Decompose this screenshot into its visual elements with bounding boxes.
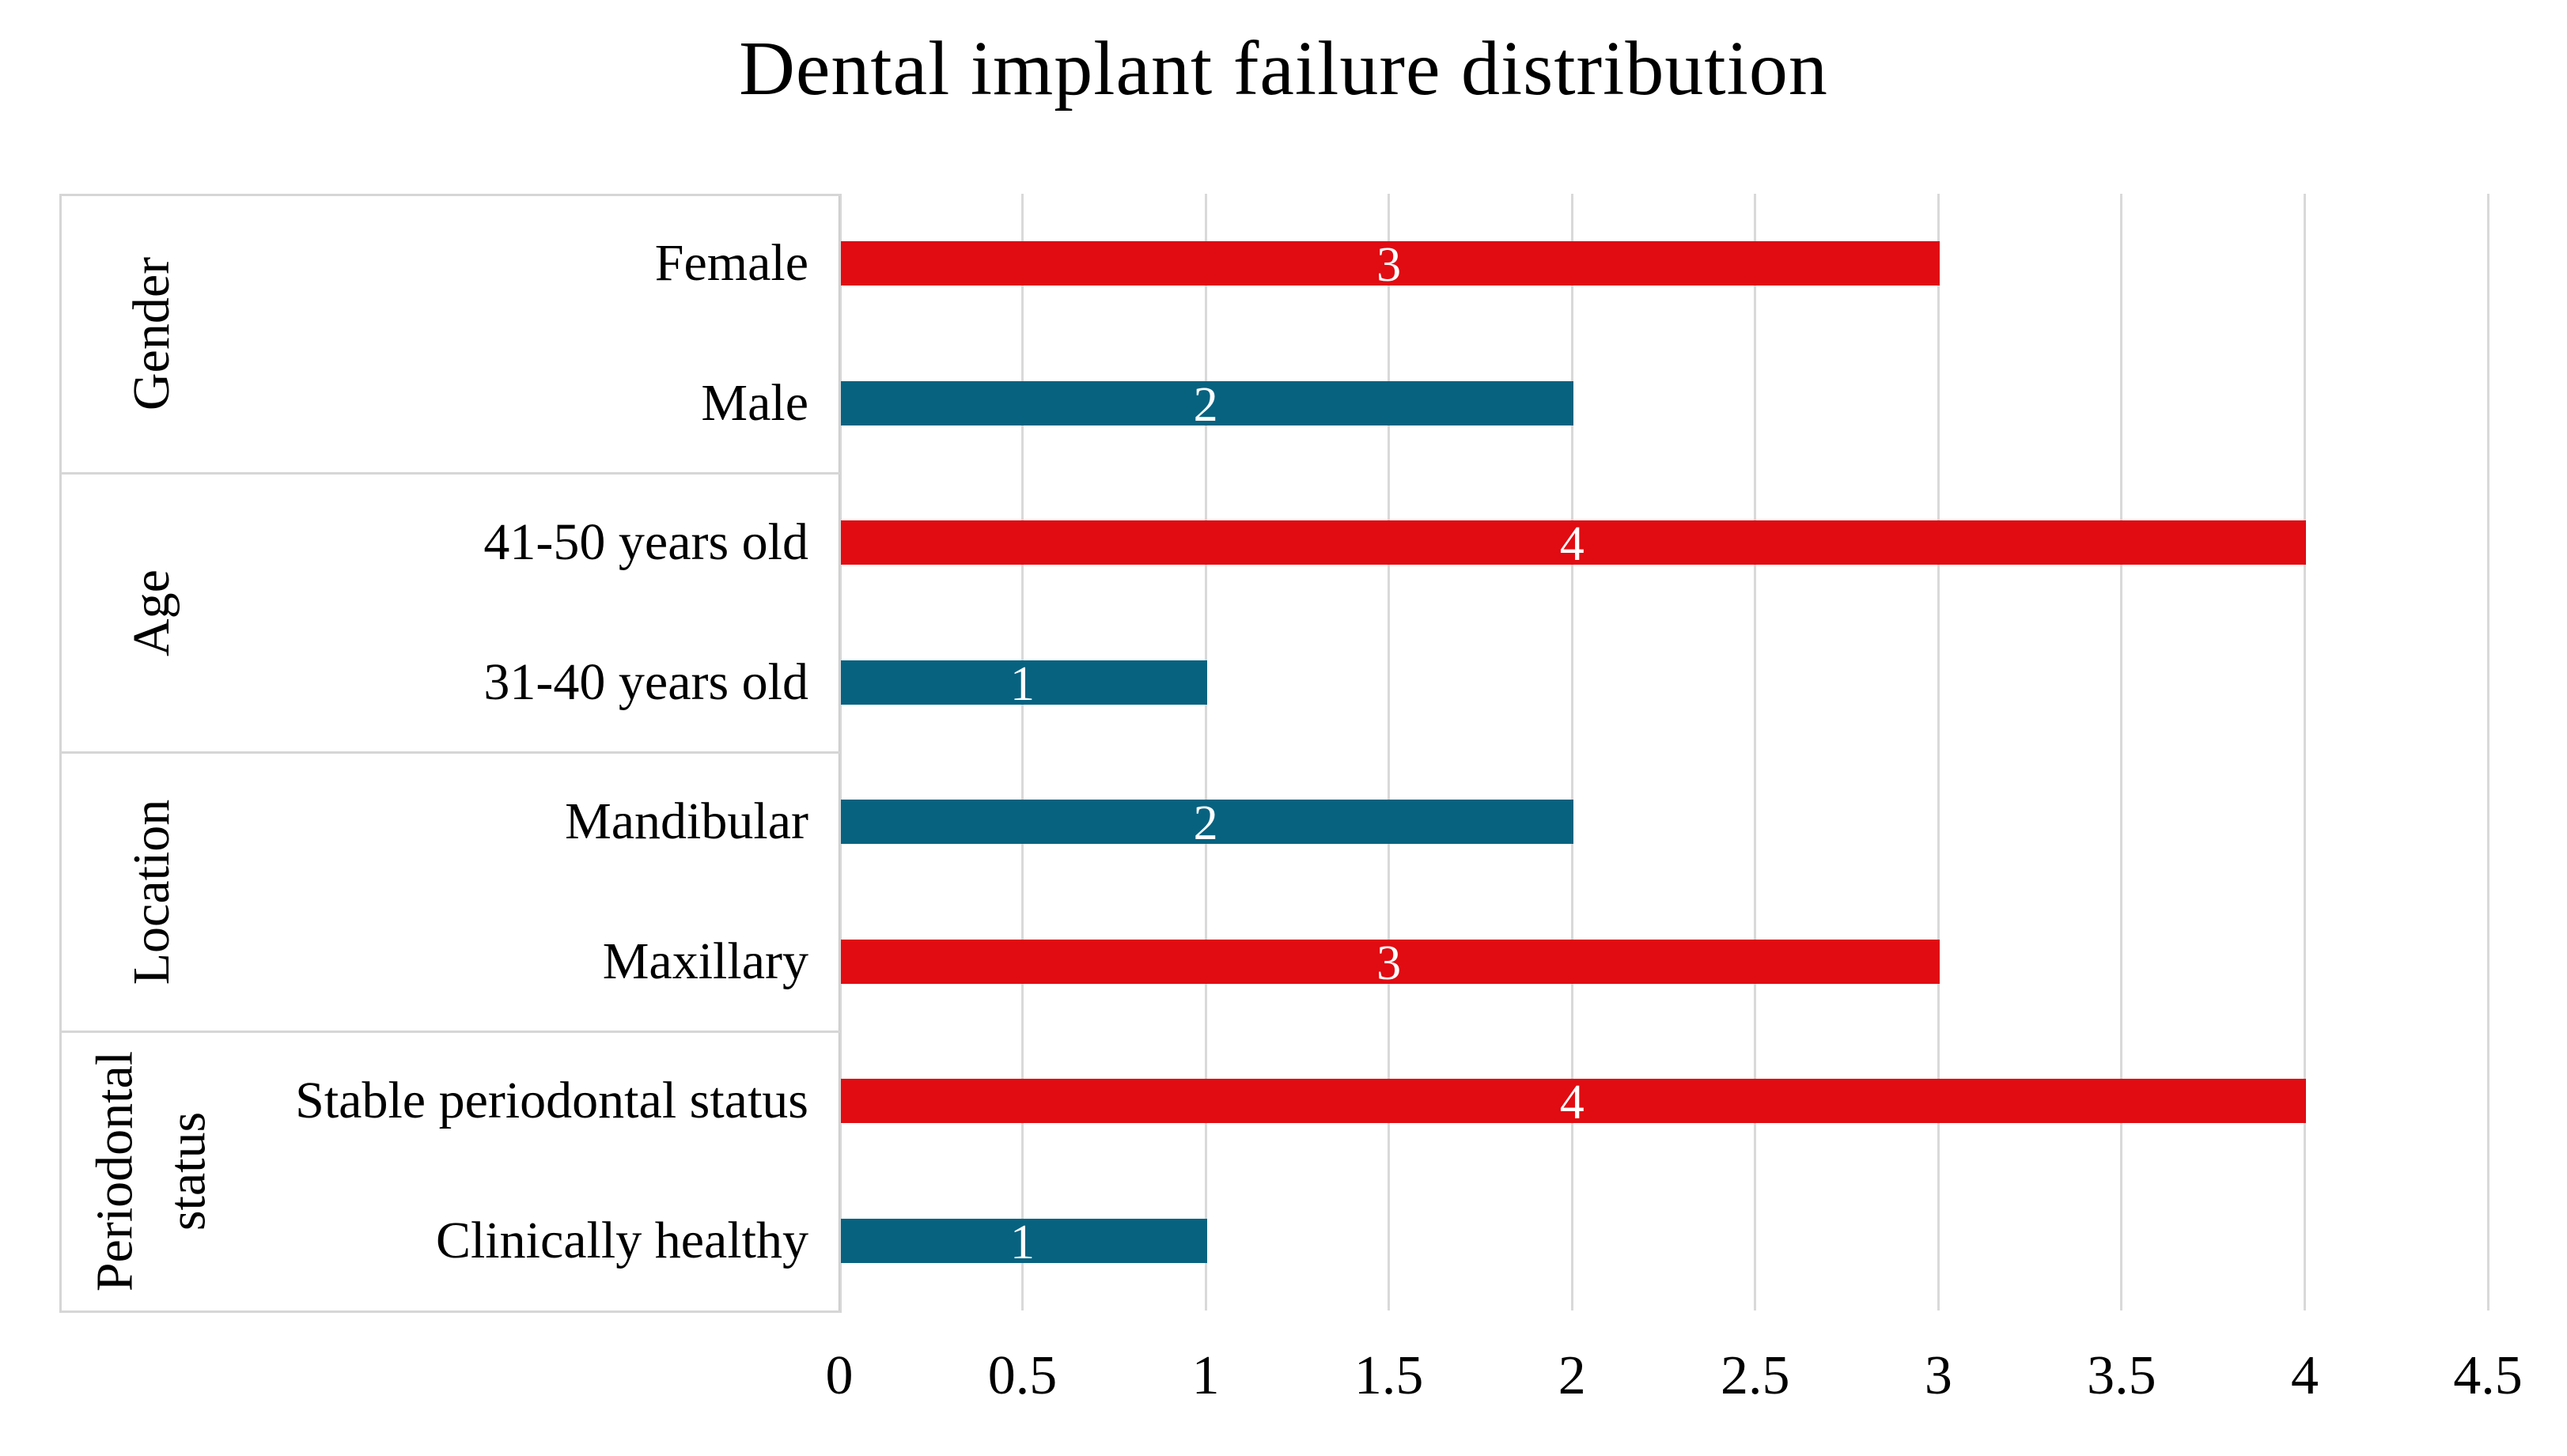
group-separator — [59, 471, 839, 475]
gridline — [1021, 194, 1024, 1310]
group-separator — [59, 751, 839, 754]
category-label: 31-40 years old — [483, 652, 808, 711]
category-label: Mandibular — [565, 792, 808, 851]
x-axis-tick-label: 2.5 — [1721, 1345, 1790, 1406]
group-axis-label: Location — [122, 799, 180, 985]
bar-value-label: 3 — [1376, 936, 1402, 990]
category-label: 41-50 years old — [483, 513, 808, 572]
bar-value-label: 4 — [1559, 517, 1584, 572]
category-label: Female — [654, 234, 808, 293]
x-axis-tick-label: 1 — [1191, 1345, 1220, 1406]
bar-value-label: 1 — [1010, 656, 1036, 711]
category-label: Stable periodontal status — [295, 1072, 808, 1130]
bar — [841, 1218, 1208, 1263]
x-axis-tick-label: 0 — [825, 1345, 854, 1406]
bar — [841, 660, 1208, 705]
x-axis-tick-label: 3.5 — [2087, 1345, 2156, 1406]
bar-value-label: 4 — [1559, 1076, 1584, 1130]
bar — [841, 241, 1940, 286]
gridline — [1570, 194, 1573, 1310]
gridline — [2303, 194, 2306, 1310]
bar — [841, 939, 1940, 984]
group-axis-label: Gender — [122, 256, 180, 410]
category-label: Male — [701, 373, 808, 432]
x-axis-tick-label: 3 — [1924, 1345, 1952, 1406]
gridline — [1754, 194, 1757, 1310]
x-axis-tick-label: 2 — [1558, 1345, 1586, 1406]
gridline — [1204, 194, 1207, 1310]
gridline — [1937, 194, 1940, 1310]
bar-value-label: 3 — [1376, 238, 1402, 293]
group-axis-label: Periodontal status — [85, 1050, 217, 1291]
chart-title: Dental implant failure distribution — [739, 26, 1828, 112]
x-axis-tick-label: 1.5 — [1354, 1345, 1424, 1406]
bar-value-label: 1 — [1010, 1215, 1036, 1269]
group-separator — [59, 1030, 839, 1033]
gridline — [2120, 194, 2123, 1310]
bar — [841, 520, 2307, 565]
bar — [841, 1079, 2307, 1124]
gridline — [2486, 194, 2489, 1310]
x-axis-tick-label: 0.5 — [987, 1345, 1058, 1406]
category-label: Maxillary — [602, 932, 808, 990]
bar — [841, 380, 1574, 425]
x-axis-tick-label: 4 — [2290, 1345, 2319, 1406]
bar — [841, 800, 1574, 845]
bar-value-label: 2 — [1193, 377, 1218, 432]
group-axis-label: Age — [122, 569, 180, 656]
x-axis-tick-label: 4.5 — [2453, 1345, 2523, 1406]
category-label: Clinically healthy — [435, 1211, 808, 1269]
category-panel — [59, 194, 842, 1313]
gridline — [1388, 194, 1391, 1310]
bar-value-label: 2 — [1193, 796, 1218, 851]
